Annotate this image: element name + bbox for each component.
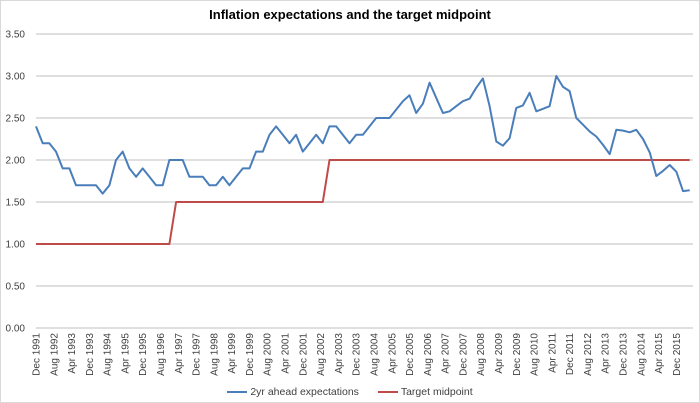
x-tick-label: Dec 2005 [405,333,416,376]
y-tick-label: 1.50 [6,198,26,209]
x-tick-label: Apr 2013 [601,333,612,374]
x-tick-label: Apr 2015 [654,333,665,374]
x-tick-label: Apr 1997 [174,333,185,374]
x-tick-label: Dec 1999 [245,333,256,376]
legend: 2yr ahead expectations Target midpoint [1,384,699,398]
legend-swatch-expectations [227,391,248,393]
y-tick-label: 2.50 [6,114,26,125]
x-tick-label: Aug 2004 [369,333,380,376]
x-tick-label: Aug 2000 [263,333,274,376]
x-tick-label: Aug 2012 [583,333,594,376]
x-tick-label: Apr 1995 [120,333,131,374]
x-tick-label: Apr 2007 [441,333,452,374]
y-tick-label: 0.00 [6,324,26,335]
x-tick-label: Apr 2001 [281,333,292,374]
legend-swatch-target [377,391,398,393]
x-tick-label: Aug 2002 [316,333,327,376]
y-tick-label: 3.50 [6,30,26,41]
x-tick-label: Dec 1991 [32,333,43,376]
x-tick-label: Dec 2009 [512,333,523,376]
x-tick-label: Aug 2010 [530,333,541,376]
x-tick-label: Aug 1992 [49,333,60,376]
y-tick-label: 0.50 [6,282,26,293]
expectations-line [35,75,690,195]
x-tick-label: Apr 1993 [67,333,78,374]
x-tick-label: Dec 2003 [352,333,363,376]
x-tick-label: Apr 2005 [387,333,398,374]
x-tick-label: Dec 2015 [672,333,683,376]
x-tick-label: Aug 2006 [423,333,434,376]
x-tick-label: Dec 2013 [618,333,629,376]
x-tick-label: Dec 1995 [138,333,149,376]
legend-label-target: Target midpoint [400,386,473,398]
x-tick-label: Aug 1994 [103,333,114,376]
target-midpoint-line [36,159,690,245]
x-tick-label: Dec 2001 [298,333,309,376]
x-tick-label: Apr 2009 [494,333,505,374]
x-tick-label: Aug 1998 [209,333,220,376]
x-tick-label: Dec 2011 [565,333,576,376]
x-tick-label: Apr 1999 [227,333,238,374]
x-tick-label: Dec 1993 [85,333,96,376]
x-tick-label: Dec 2007 [458,333,469,376]
x-tick-label: Apr 2011 [547,333,558,373]
y-tick-label: 1.00 [6,240,26,251]
x-tick-label: Aug 1996 [156,333,167,376]
chart-title: Inflation expectations and the target mi… [209,7,491,22]
x-tick-label: Dec 1997 [192,333,203,376]
y-tick-label: 2.00 [6,156,26,167]
x-tick-label: Aug 2014 [636,333,647,376]
legend-item-expectations: 2yr ahead expectations [227,386,359,398]
legend-label-expectations: 2yr ahead expectations [250,386,359,398]
legend-item-target: Target midpoint [377,386,473,398]
x-tick-label: Aug 2008 [476,333,487,376]
y-tick-label: 3.00 [6,72,26,83]
x-tick-label: Apr 2003 [334,333,345,374]
